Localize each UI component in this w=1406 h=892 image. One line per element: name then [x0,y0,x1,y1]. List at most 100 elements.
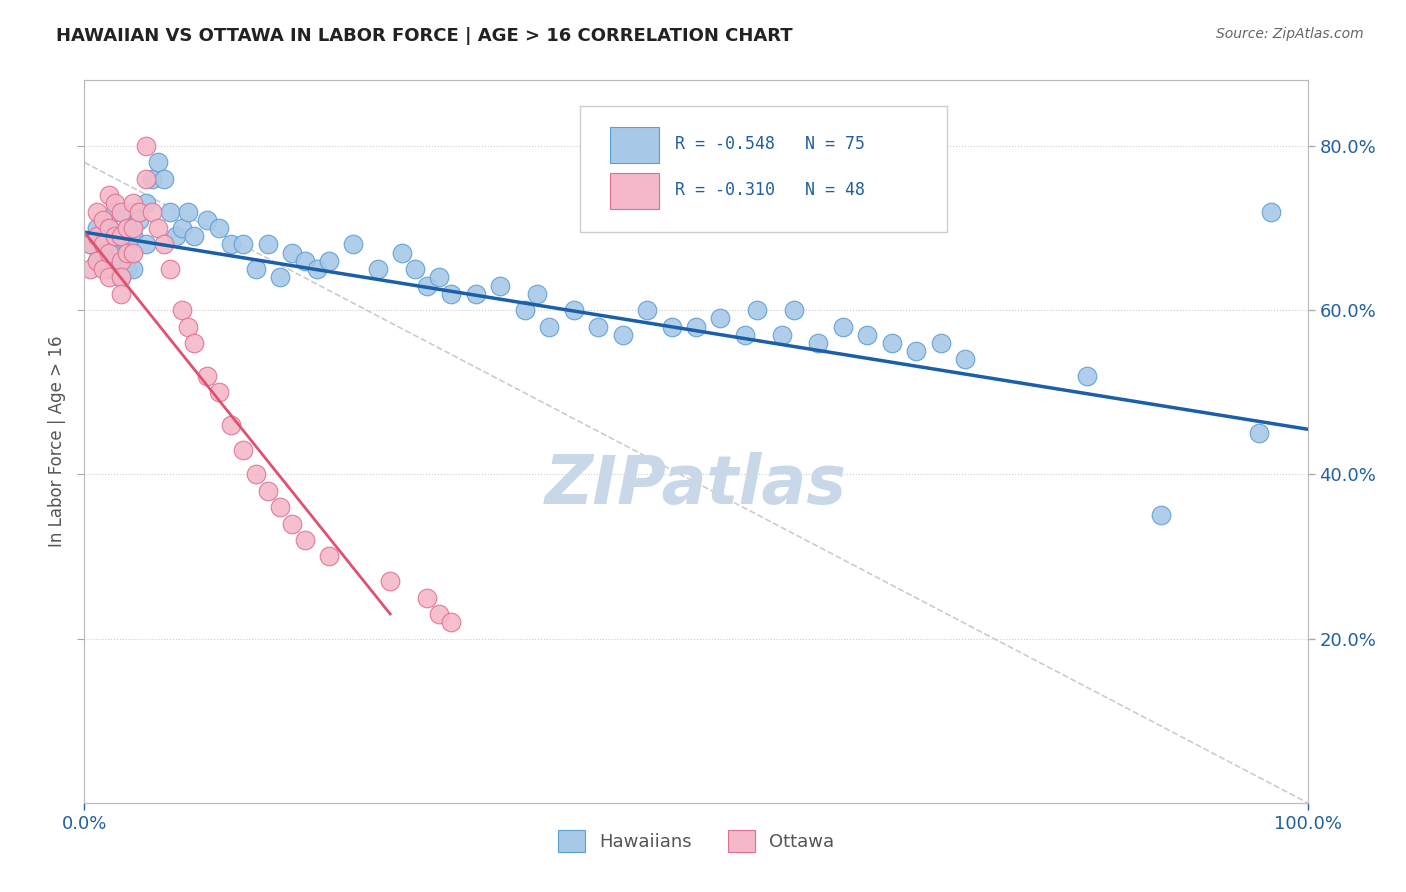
Text: Source: ZipAtlas.com: Source: ZipAtlas.com [1216,27,1364,41]
Text: R = -0.310   N = 48: R = -0.310 N = 48 [675,181,865,199]
Point [86,221,108,235]
Point [464,286,486,301]
Point [177,319,200,334]
Point [97,221,120,235]
Legend: Hawaiians, Ottawa: Hawaiians, Ottawa [550,822,842,859]
Point [685,319,707,334]
Point [97,262,120,277]
Point [79,262,101,277]
Point [416,591,439,605]
Point [281,245,304,260]
Point [831,319,853,334]
Point [219,418,242,433]
FancyBboxPatch shape [610,173,659,209]
Point [122,204,145,219]
Point [953,352,976,367]
Point [91,237,114,252]
Point [97,245,120,260]
Point [165,229,187,244]
Point [440,615,463,630]
Point [305,262,328,277]
Point [586,319,609,334]
Point [122,196,145,211]
Point [115,262,138,277]
Point [427,270,450,285]
Point [79,237,101,252]
Point [104,196,127,211]
FancyBboxPatch shape [579,105,946,232]
Point [110,204,132,219]
Point [269,270,291,285]
Point [1150,508,1173,523]
Text: ZIPatlas: ZIPatlas [546,452,846,518]
Point [440,286,463,301]
Point [856,327,879,342]
Point [110,245,132,260]
Point [91,245,114,260]
Point [807,336,830,351]
Point [195,212,218,227]
Point [880,336,903,351]
Point [294,533,316,547]
Point [281,516,304,531]
Point [636,303,658,318]
Point [427,607,450,621]
Point [208,385,231,400]
Point [219,237,242,252]
Point [661,319,683,334]
Point [367,262,389,277]
Point [135,196,157,211]
Point [404,262,426,277]
Point [79,237,101,252]
Point [734,327,756,342]
Point [141,171,163,186]
Point [318,253,340,268]
Point [86,204,108,219]
Point [104,253,127,268]
Point [183,336,205,351]
FancyBboxPatch shape [610,128,659,163]
Point [146,155,169,169]
Point [110,229,132,244]
Point [783,303,806,318]
Point [86,253,108,268]
Point [159,262,181,277]
Point [86,229,108,244]
Point [1260,204,1282,219]
Point [391,245,413,260]
Point [97,237,120,252]
Point [245,262,267,277]
Point [110,286,132,301]
Point [245,467,267,482]
Point [232,237,254,252]
Point [269,500,291,515]
Point [97,188,120,202]
Point [208,221,231,235]
Point [232,442,254,457]
Point [416,278,439,293]
Point [104,229,127,244]
Point [513,303,536,318]
Point [91,212,114,227]
Point [177,204,200,219]
Point [342,237,364,252]
Point [153,237,176,252]
Point [538,319,561,334]
Point [135,237,157,252]
Point [257,237,280,252]
Point [91,229,114,244]
Point [135,171,157,186]
Point [929,336,952,351]
Point [562,303,585,318]
Point [172,221,194,235]
Point [122,221,145,235]
Point [747,303,769,318]
Point [122,229,145,244]
Point [91,262,114,277]
Point [128,204,150,219]
Y-axis label: In Labor Force | Age > 16: In Labor Force | Age > 16 [48,335,66,548]
Point [770,327,793,342]
Text: R = -0.548   N = 75: R = -0.548 N = 75 [675,135,865,153]
Point [122,245,145,260]
Point [115,237,138,252]
